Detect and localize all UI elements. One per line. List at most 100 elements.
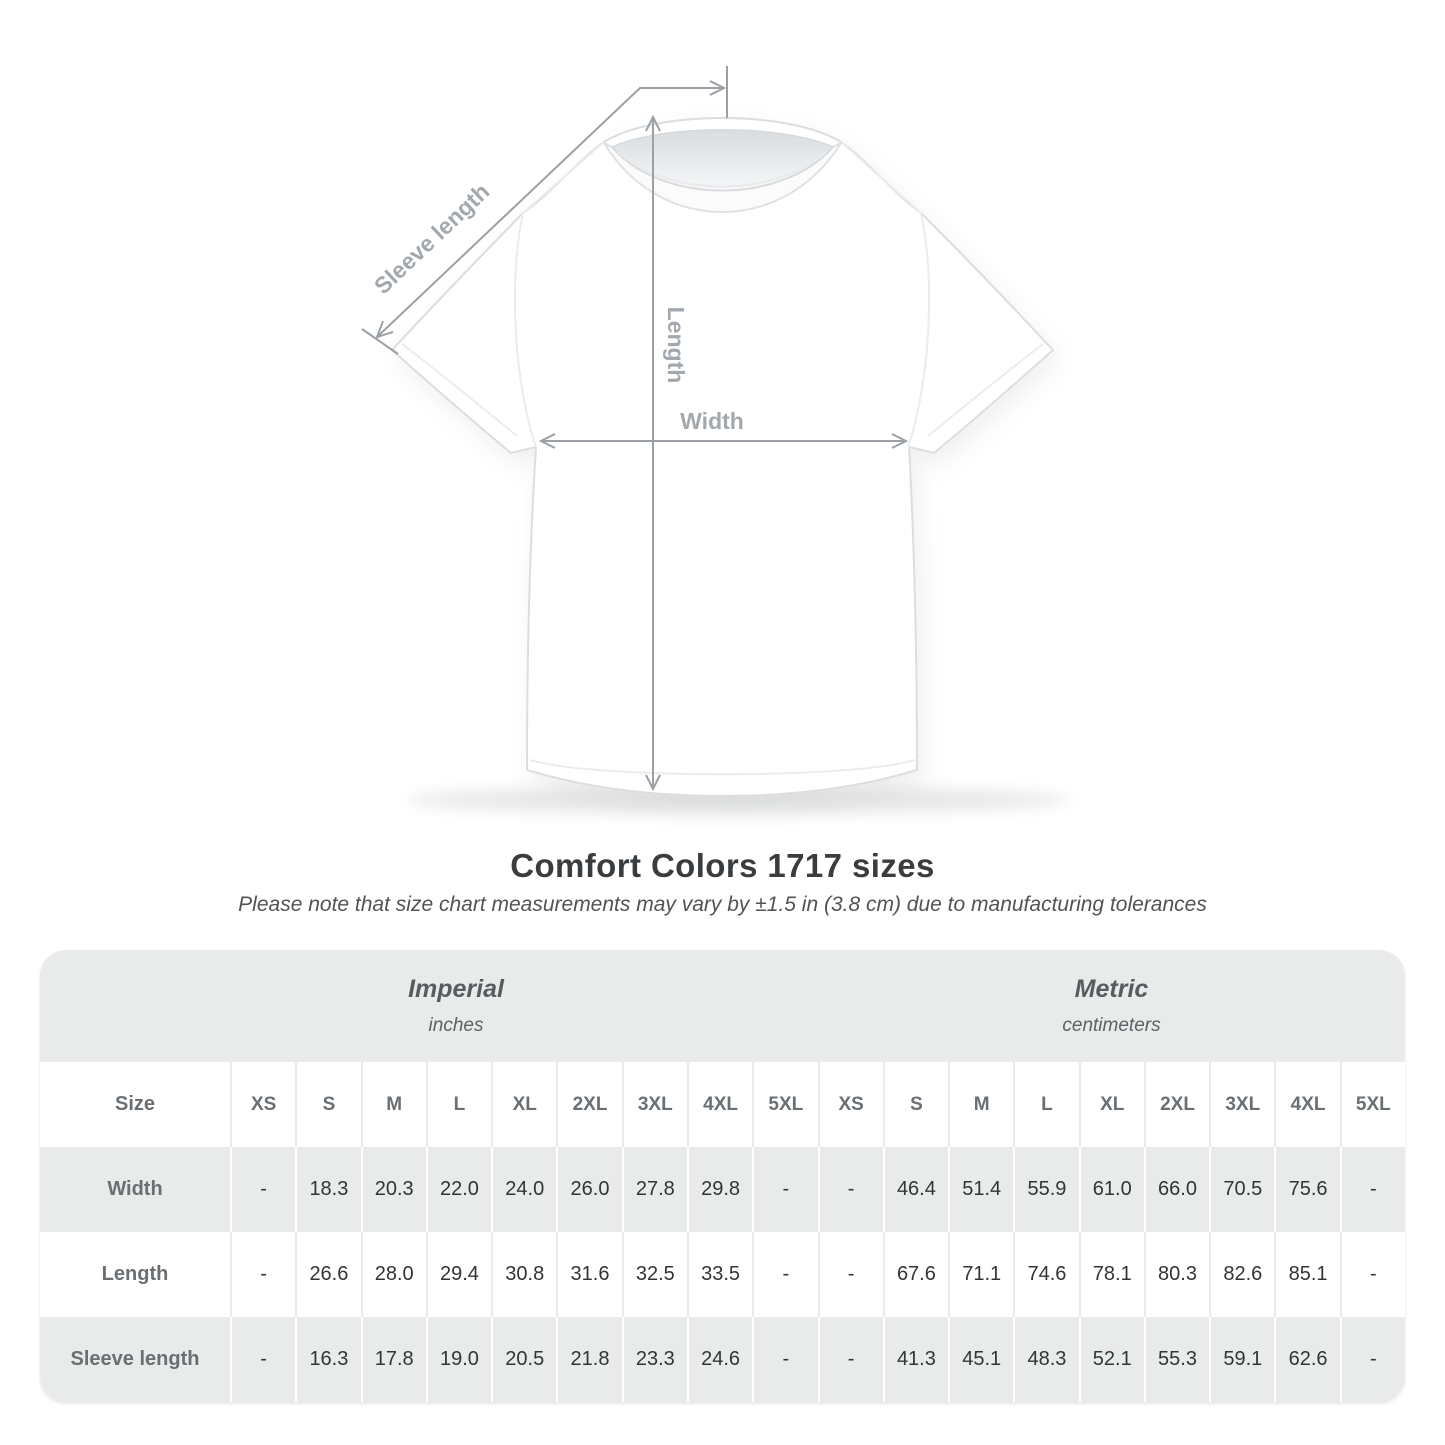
- table-cell: 46.4: [882, 1147, 948, 1232]
- table-cell: 75.6: [1274, 1147, 1339, 1232]
- shoulder-seam-left: [522, 141, 605, 214]
- size-col-header: XS: [817, 1062, 883, 1147]
- length-label: Length: [663, 307, 689, 384]
- size-col-header: XS: [230, 1062, 295, 1147]
- table-cell: 16.3: [295, 1317, 360, 1402]
- tshirt-ground-shadow: [408, 786, 1068, 814]
- size-col-header: 4XL: [1274, 1062, 1339, 1147]
- size-corner-label: Size: [114, 1093, 156, 1115]
- table-cell: 26.0: [556, 1147, 621, 1232]
- size-table: Imperial inches Metric centimeters Size …: [40, 950, 1405, 1402]
- table-cell: 30.8: [491, 1232, 556, 1317]
- table-cell: 29.4: [425, 1232, 491, 1317]
- sleeve-length-right-arrowhead: [709, 80, 727, 96]
- size-col-header: 2XL: [1143, 1062, 1209, 1147]
- table-cell: -: [817, 1317, 883, 1402]
- table-cell: 21.8: [556, 1317, 621, 1402]
- size-col-header: 3XL: [1209, 1062, 1274, 1147]
- tshirt-body: [391, 117, 1054, 797]
- table-row-sleeve-length: Sleeve length - 16.3 17.8 19.0 20.5 21.8…: [40, 1317, 1405, 1402]
- table-cell: 59.1: [1209, 1317, 1274, 1402]
- size-col-header: S: [882, 1062, 948, 1147]
- sleeve-length-arrowhead: [375, 320, 394, 339]
- bottom-hem-stitch: [529, 759, 916, 776]
- table-cell: -: [1339, 1317, 1405, 1402]
- sleeve-hem-stitch-left: [401, 343, 518, 437]
- table-row-length: Length - 26.6 28.0 29.4 30.8 31.6 32.5 3…: [40, 1232, 1405, 1317]
- table-cell: 55.3: [1143, 1317, 1209, 1402]
- table-cell: 31.6: [556, 1232, 621, 1317]
- table-cell: -: [1339, 1232, 1405, 1317]
- table-cell: 28.0: [360, 1232, 426, 1317]
- table-cell: 29.8: [686, 1147, 752, 1232]
- tshirt-collar: [603, 129, 842, 213]
- width-label: Width: [680, 408, 744, 434]
- size-col-header: XL: [491, 1062, 556, 1147]
- table-cell: 55.9: [1013, 1147, 1078, 1232]
- unit-header-row: Imperial inches Metric centimeters: [40, 950, 1405, 1062]
- shoulder-seam-right: [840, 141, 922, 214]
- size-col-header: 2XL: [556, 1062, 621, 1147]
- table-cell: 71.1: [948, 1232, 1013, 1317]
- table-cell: 48.3: [1013, 1317, 1078, 1402]
- collar-opening: [610, 129, 835, 192]
- unit-group-unit: centimeters: [1062, 1015, 1161, 1036]
- table-cell: 20.5: [491, 1317, 556, 1402]
- table-cell: -: [230, 1147, 295, 1232]
- unit-group-imperial: Imperial inches: [40, 950, 818, 1062]
- table-cell: 80.3: [1143, 1232, 1209, 1317]
- sleeve-length-line: [376, 87, 724, 338]
- table-cell: 66.0: [1143, 1147, 1209, 1232]
- size-col-header: 4XL: [686, 1062, 752, 1147]
- armhole-seam-left: [513, 212, 537, 448]
- table-cell: 85.1: [1274, 1232, 1339, 1317]
- unit-group-unit: inches: [428, 1015, 484, 1036]
- table-cell: 70.5: [1209, 1147, 1274, 1232]
- table-cell: -: [752, 1232, 817, 1317]
- tolerance-disclaimer: Please note that size chart measurements…: [238, 893, 1207, 916]
- table-cell: 20.3: [360, 1147, 426, 1232]
- sleeve-hem-stitch-right: [927, 343, 1044, 437]
- table-cell: 19.0: [425, 1317, 491, 1402]
- unit-group-name: Metric: [1074, 975, 1149, 1003]
- table-cell: -: [752, 1317, 817, 1402]
- table-cell: -: [230, 1317, 295, 1402]
- row-label: Length: [101, 1263, 169, 1285]
- table-cell: 26.6: [295, 1232, 360, 1317]
- width-arrowhead-left: [538, 433, 556, 449]
- row-label: Width: [107, 1178, 163, 1200]
- unit-group-metric: Metric centimeters: [818, 950, 1405, 1062]
- size-col-header: M: [948, 1062, 1013, 1147]
- sleeve-length-extension-line: [361, 328, 399, 355]
- table-cell: 61.0: [1078, 1147, 1144, 1232]
- length-arrowhead-top: [645, 114, 661, 132]
- table-cell: -: [1339, 1147, 1405, 1232]
- table-cell: 23.3: [621, 1317, 687, 1402]
- tshirt-measurement-diagram: Sleeve length Length Width: [361, 66, 1068, 814]
- size-col-header: L: [1013, 1062, 1078, 1147]
- table-cell: 41.3: [882, 1317, 948, 1402]
- size-header-row: Size XS S M L XL 2XL 3XL 4XL 5XL XS S M …: [40, 1062, 1405, 1147]
- table-cell: 62.6: [1274, 1317, 1339, 1402]
- table-cell: 17.8: [360, 1317, 426, 1402]
- table-cell: 18.3: [295, 1147, 360, 1232]
- measurement-lines: [361, 66, 909, 792]
- table-cell: 27.8: [621, 1147, 687, 1232]
- size-col-header: L: [425, 1062, 491, 1147]
- table-cell: -: [817, 1147, 883, 1232]
- row-label: Sleeve length: [70, 1348, 200, 1370]
- table-cell: -: [817, 1232, 883, 1317]
- table-cell: -: [230, 1232, 295, 1317]
- size-col-header: 5XL: [752, 1062, 817, 1147]
- size-col-header: XL: [1078, 1062, 1144, 1147]
- table-row-width: Width - 18.3 20.3 22.0 24.0 26.0 27.8 29…: [40, 1147, 1405, 1232]
- table-cell: 22.0: [425, 1147, 491, 1232]
- tshirt-seams: [401, 141, 1044, 776]
- page-title: Comfort Colors 1717 sizes: [510, 847, 935, 884]
- unit-group-name: Imperial: [408, 975, 504, 1003]
- armhole-seam-right: [907, 212, 931, 448]
- table-cell: 24.0: [491, 1147, 556, 1232]
- table-cell: 74.6: [1013, 1232, 1078, 1317]
- size-col-header: 5XL: [1339, 1062, 1405, 1147]
